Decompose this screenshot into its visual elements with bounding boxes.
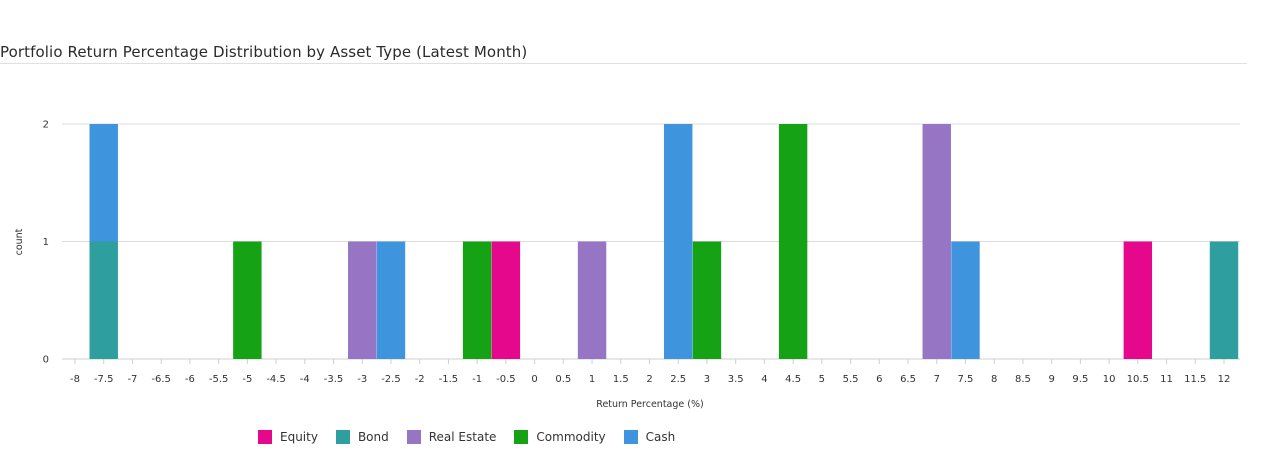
axes: 012-8 -7.5 -7 -6.5 -6 -5.5 -5 -4.5 -4 -3.5 -3 -2.5-… (43, 120, 1231, 386)
x-tick-label: 2.5 (670, 374, 686, 385)
x-tick-label: 10 (1103, 374, 1116, 385)
y-tick-label: 1 (43, 237, 49, 248)
bar-commodity[interactable] (233, 242, 261, 360)
x-tick-label: -1 (472, 374, 482, 385)
legend: Equity Bond Real Estate Commodity Cash (258, 430, 693, 444)
x-tick-label: 3 (704, 374, 710, 385)
x-tick-label: -5 (242, 374, 252, 385)
legend-label: Real Estate (429, 430, 497, 444)
x-tick-label: -4 (300, 374, 310, 385)
x-tick-label: -6.5 (151, 374, 171, 385)
x-tick-label: 10.5 (1127, 374, 1149, 385)
legend-swatch (258, 430, 272, 444)
x-tick-label: 1 (589, 374, 595, 385)
legend-item-bond[interactable]: Bond (336, 430, 389, 444)
x-tick-label: 6.5 (900, 374, 916, 385)
legend-item-commodity[interactable]: Commodity (514, 430, 605, 444)
x-tick-label: -2 (415, 374, 425, 385)
x-tick-label: 5 (819, 374, 825, 385)
legend-label: Cash (646, 430, 676, 444)
bar-commodity[interactable] (779, 124, 807, 359)
bar-cash[interactable] (377, 242, 405, 360)
x-tick-label: 0.5 (555, 374, 571, 385)
legend-swatch (407, 430, 421, 444)
bar-cash[interactable] (664, 124, 692, 359)
x-axis-title: Return Percentage (%) (596, 399, 703, 410)
legend-label: Commodity (536, 430, 605, 444)
x-tick-label: -2.5 (381, 374, 401, 385)
legend-label: Bond (358, 430, 389, 444)
x-tick-label: 4 (761, 374, 767, 385)
x-tick-label: 2 (646, 374, 652, 385)
legend-label: Equity (280, 430, 318, 444)
bar-equity[interactable] (1124, 242, 1152, 360)
bar-bond[interactable] (90, 242, 118, 360)
bar-equity[interactable] (492, 242, 520, 360)
legend-swatch (336, 430, 350, 444)
bar-commodity[interactable] (693, 242, 721, 360)
bar-real-estate[interactable] (348, 242, 376, 360)
x-tick-label: 9.5 (1072, 374, 1088, 385)
x-tick-label: 7.5 (958, 374, 974, 385)
y-axis-title: count (14, 228, 25, 255)
y-tick-label: 0 (43, 355, 49, 366)
x-tick-label: -0.5 (496, 374, 516, 385)
legend-item-equity[interactable]: Equity (258, 430, 318, 444)
bar-bond[interactable] (1210, 242, 1238, 360)
legend-item-real-estate[interactable]: Real Estate (407, 430, 497, 444)
x-tick-label: -4.5 (266, 374, 286, 385)
x-tick-label: -3 (357, 374, 367, 385)
x-tick-label: 9 (1048, 374, 1054, 385)
x-tick-label: -6 (185, 374, 195, 385)
y-tick-label: 2 (43, 120, 49, 131)
bar-real-estate[interactable] (923, 124, 951, 359)
x-tick-label: -5.5 (209, 374, 229, 385)
x-tick-label: 11.5 (1184, 374, 1206, 385)
x-tick-label: 7 (934, 374, 940, 385)
bar-commodity[interactable] (463, 242, 491, 360)
x-tick-label: -3.5 (324, 374, 344, 385)
legend-swatch (514, 430, 528, 444)
legend-swatch (624, 430, 638, 444)
bar-real-estate[interactable] (578, 242, 606, 360)
x-tick-label: 6 (876, 374, 882, 385)
x-tick-label: 8 (991, 374, 997, 385)
x-tick-label: -8 (70, 374, 80, 385)
x-tick-label: 5.5 (843, 374, 859, 385)
x-tick-label: 11 (1160, 374, 1173, 385)
histogram-chart: 012-8 -7.5 -7 -6.5 -6 -5.5 -5 -4.5 -4 -3.5 -3 -2.5-… (0, 0, 1280, 420)
bar-cash[interactable] (90, 124, 118, 242)
x-tick-label: 1.5 (613, 374, 629, 385)
x-tick-label: 8.5 (1015, 374, 1031, 385)
x-tick-label: -7.5 (94, 374, 114, 385)
x-tick-label: -7 (127, 374, 137, 385)
x-tick-label: 3.5 (728, 374, 744, 385)
x-tick-label: 12 (1218, 374, 1231, 385)
x-tick-label: -1.5 (439, 374, 459, 385)
x-tick-label: 4.5 (785, 374, 801, 385)
bar-cash[interactable] (951, 242, 979, 360)
legend-item-cash[interactable]: Cash (624, 430, 676, 444)
x-tick-label: 0 (531, 374, 537, 385)
